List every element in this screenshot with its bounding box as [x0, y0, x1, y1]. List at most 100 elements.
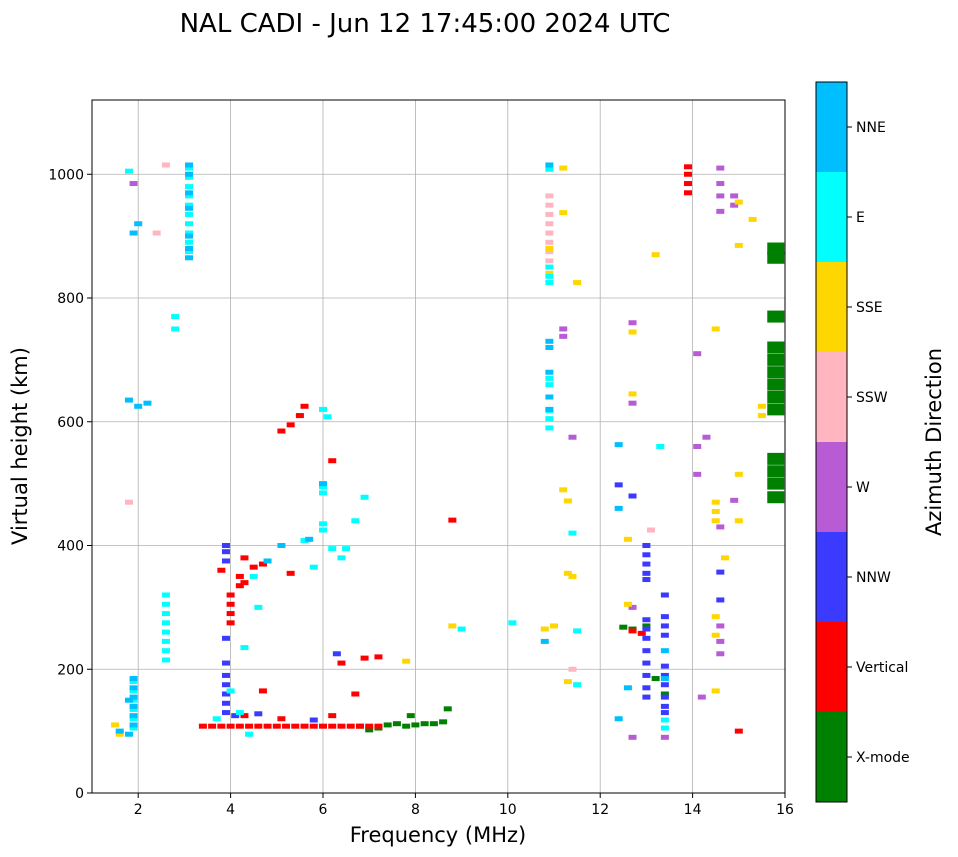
data-point — [545, 382, 554, 388]
data-point — [545, 416, 554, 422]
data-point — [702, 434, 711, 440]
colorbar-tick-label: Vertical — [856, 660, 908, 676]
data-point — [161, 657, 170, 663]
series-e — [124, 165, 669, 737]
y-tick-label: 0 — [75, 786, 84, 802]
data-point — [337, 660, 346, 666]
data-point — [411, 722, 420, 728]
x-tick-label: 2 — [134, 802, 143, 818]
chart-title: NAL CADI - Jun 12 17:45:00 2024 UTC — [180, 9, 671, 39]
data-point — [374, 723, 383, 729]
y-tick-label: 600 — [57, 415, 84, 431]
y-tick-label: 800 — [57, 291, 84, 307]
data-point — [448, 623, 457, 629]
data-point — [286, 422, 295, 428]
data-point — [185, 221, 194, 227]
data-point — [448, 517, 457, 523]
data-point — [651, 252, 660, 258]
data-point — [545, 230, 554, 236]
data-point — [767, 366, 785, 379]
series-ssw — [124, 162, 656, 672]
data-point — [342, 546, 351, 552]
data-point — [757, 413, 766, 419]
data-point — [337, 723, 346, 729]
x-axis-ticks: 2 4 6 8 10 12 14 16 — [134, 793, 794, 818]
data-point — [660, 682, 669, 688]
data-point — [319, 490, 327, 496]
data-point — [161, 601, 170, 607]
x-tick-label: 8 — [411, 802, 420, 818]
colorbar-tick-label: SSW — [856, 390, 888, 406]
data-point — [185, 184, 194, 190]
data-point — [124, 499, 133, 505]
colorbar-tick-label: NNE — [856, 120, 886, 136]
data-point — [429, 721, 438, 727]
y-tick-label: 400 — [57, 539, 84, 555]
data-point — [545, 193, 554, 199]
data-point — [286, 570, 295, 576]
data-point — [129, 713, 138, 719]
data-point — [115, 731, 124, 737]
data-point — [711, 614, 720, 620]
data-point — [693, 471, 702, 477]
data-point — [185, 193, 194, 199]
colorbar-tick-label: W — [856, 480, 870, 496]
data-point — [161, 629, 170, 635]
x-tick-label: 6 — [319, 802, 328, 818]
data-point — [660, 648, 669, 654]
data-point — [711, 508, 720, 514]
data-point — [346, 723, 355, 729]
data-point — [711, 688, 720, 694]
data-point — [328, 546, 337, 552]
series-sse — [111, 165, 766, 737]
data-point — [351, 518, 360, 524]
data-point — [642, 648, 651, 654]
data-point — [550, 623, 558, 629]
data-point — [337, 555, 346, 561]
data-point — [328, 713, 337, 719]
data-point — [129, 679, 138, 685]
data-point — [540, 638, 549, 644]
data-point — [457, 626, 466, 632]
data-point — [730, 202, 739, 208]
data-point — [767, 403, 785, 416]
colorbar-frame — [815, 81, 848, 803]
data-point — [111, 722, 120, 728]
data-point — [559, 165, 568, 171]
data-point — [734, 471, 743, 477]
data-point — [235, 723, 244, 729]
data-point — [540, 626, 549, 632]
data-point — [545, 338, 554, 344]
data-point — [291, 723, 300, 729]
data-point — [683, 190, 692, 196]
x-tick-label: 12 — [591, 802, 609, 818]
data-point — [660, 710, 669, 716]
data-point — [767, 341, 785, 354]
data-point — [545, 270, 554, 276]
data-point — [309, 564, 318, 570]
data-point — [161, 162, 170, 168]
data-point — [716, 651, 725, 657]
data-point — [226, 620, 235, 626]
data-point — [332, 651, 341, 657]
data-point — [767, 310, 785, 323]
data-point — [360, 494, 369, 500]
data-point — [129, 694, 138, 700]
data-point — [683, 164, 692, 170]
data-point — [129, 688, 138, 694]
colorbar-segment — [816, 262, 847, 352]
data-point — [258, 688, 267, 694]
data-point — [559, 487, 568, 493]
data-point — [563, 570, 572, 576]
plot-area — [92, 100, 785, 793]
data-point — [720, 555, 729, 561]
series-x-mode — [355, 242, 785, 733]
data-point — [231, 713, 240, 719]
data-point — [660, 614, 669, 620]
colorbar-tick-label: SSE — [856, 300, 883, 316]
data-point — [545, 246, 554, 251]
data-point — [240, 645, 249, 651]
data-point — [660, 734, 669, 740]
data-point — [319, 484, 327, 490]
